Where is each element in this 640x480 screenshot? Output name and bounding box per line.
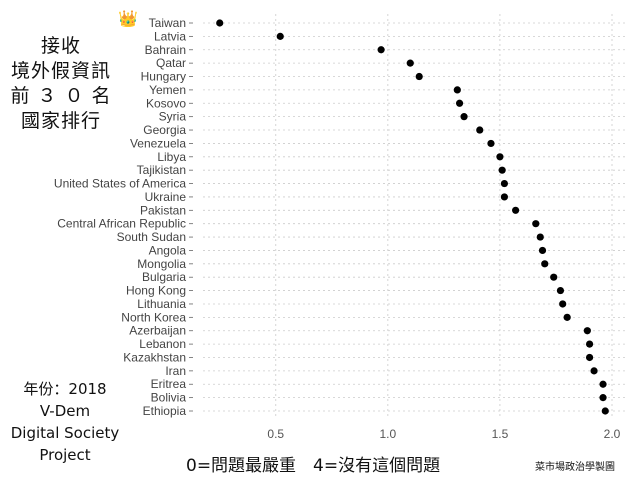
- category-label: Georgia: [143, 123, 186, 137]
- data-point: [601, 407, 609, 415]
- crown-icon: 👑: [118, 9, 138, 28]
- data-point: [538, 246, 547, 255]
- grid-layer: [189, 14, 626, 419]
- data-point: [487, 139, 495, 148]
- category-label: Syria: [159, 110, 187, 124]
- category-label: Hungary: [141, 70, 186, 84]
- data-point: [512, 206, 520, 214]
- data-point: [536, 233, 544, 241]
- x-tick-label: 1.0: [379, 427, 396, 441]
- data-point: [532, 220, 540, 228]
- category-label: Tajikistan: [137, 163, 186, 177]
- title-line: 國家排行: [20, 110, 101, 132]
- data-point: [406, 59, 414, 67]
- category-label: Angola: [149, 243, 187, 257]
- data-point: [590, 367, 598, 375]
- credit-text: 菜市場政治學製圖: [535, 462, 615, 473]
- category-label: North Korea: [121, 310, 186, 324]
- category-label: Azerbaijan: [129, 324, 186, 338]
- data-point: [585, 340, 594, 348]
- title-line: 前 ３ ０ 名: [10, 85, 112, 107]
- source-line: V-Dem: [39, 402, 91, 420]
- category-label: Mongolia: [137, 257, 186, 271]
- data-point: [496, 153, 504, 161]
- x-axis-label: 0=問題最嚴重 4=沒有這個問題: [186, 456, 441, 476]
- category-label: Ukraine: [145, 190, 187, 204]
- source-line: 年份：2018: [23, 380, 107, 398]
- data-point: [559, 300, 567, 308]
- category-label: Kosovo: [146, 96, 186, 110]
- source-line: Project: [39, 446, 91, 464]
- category-label: Kazakhstan: [123, 350, 186, 364]
- data-points: [216, 19, 609, 415]
- data-point: [498, 166, 506, 174]
- category-label: Venezuela: [130, 136, 186, 150]
- data-point: [500, 179, 509, 188]
- x-axis-ticks: 0.5 1.0 1.5 2.0: [267, 427, 620, 441]
- category-label: Qatar: [156, 56, 186, 70]
- data-point: [415, 72, 423, 81]
- category-label: Eritrea: [151, 377, 187, 391]
- data-point: [583, 327, 591, 335]
- category-label: United States of America: [54, 177, 186, 191]
- data-point: [377, 46, 385, 54]
- title-line: 接收: [40, 35, 81, 57]
- data-point: [599, 380, 607, 388]
- data-point: [541, 260, 549, 268]
- category-label: Ethiopia: [143, 404, 187, 418]
- category-label: Central African Republic: [57, 217, 186, 231]
- category-label: Pakistan: [140, 203, 186, 217]
- title-line: 境外假資訊: [10, 60, 111, 82]
- x-tick-label: 1.5: [492, 427, 509, 441]
- data-point: [550, 273, 558, 281]
- data-point: [563, 313, 571, 321]
- x-tick-label: 2.0: [604, 427, 621, 441]
- data-point: [276, 32, 284, 40]
- source-note: 年份：2018 V-Dem Digital Society Project: [0, 378, 130, 466]
- category-label: Latvia: [154, 29, 186, 43]
- category-label: Lebanon: [139, 337, 186, 351]
- data-point: [556, 286, 565, 295]
- category-label: Bolivia: [151, 391, 187, 405]
- data-point: [453, 86, 461, 94]
- data-point: [585, 353, 594, 362]
- category-label: Bulgaria: [142, 270, 186, 284]
- category-label: Taiwan: [149, 16, 186, 30]
- chart-title-block: 接收 境外假資訊 前 ３ ０ 名 國家排行: [0, 34, 122, 134]
- data-point: [216, 19, 224, 27]
- category-label: Bahrain: [145, 43, 186, 57]
- category-label: Libya: [157, 150, 186, 164]
- category-label: Lithuania: [137, 297, 186, 311]
- data-point: [460, 113, 468, 121]
- category-label: Hong Kong: [126, 284, 186, 298]
- category-label: Yemen: [149, 83, 186, 97]
- category-label: Iran: [165, 364, 186, 378]
- data-point: [476, 126, 484, 134]
- source-line: Digital Society: [10, 424, 120, 442]
- x-tick-label: 0.5: [267, 427, 284, 441]
- category-label: South Sudan: [117, 230, 186, 244]
- category-labels: TaiwanLatviaBahrainQatarHungaryYemenKoso…: [54, 16, 186, 418]
- data-point: [599, 394, 607, 402]
- data-point: [500, 193, 509, 201]
- data-point: [455, 99, 464, 107]
